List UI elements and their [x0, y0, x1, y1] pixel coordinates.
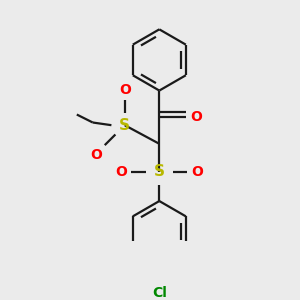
Text: S: S	[154, 164, 165, 179]
Text: Cl: Cl	[152, 286, 167, 300]
Text: O: O	[190, 110, 202, 124]
Text: O: O	[90, 148, 102, 162]
Text: O: O	[191, 165, 203, 179]
Text: O: O	[116, 165, 128, 179]
Text: O: O	[119, 83, 130, 97]
Text: S: S	[119, 118, 130, 133]
